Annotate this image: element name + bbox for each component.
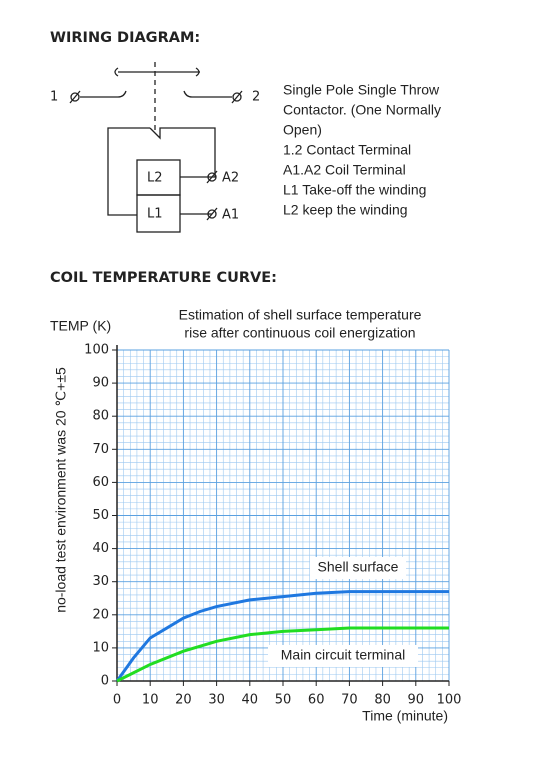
terminal xyxy=(207,172,217,182)
legend-label: Shell surface xyxy=(318,559,399,575)
description-line: L2 keep the winding xyxy=(283,202,408,218)
chart-title: rise after continuous coil energization xyxy=(184,325,415,341)
description-line: Single Pole Single Throw xyxy=(283,82,440,98)
label: 2 xyxy=(252,90,260,105)
description-line: Contactor. (One Normally xyxy=(283,102,441,118)
terminal xyxy=(232,92,242,102)
y-tick-label: 100 xyxy=(84,343,109,358)
y-tick-label: 0 xyxy=(101,674,109,689)
wiring-diagram: 1 2 L2 L1 A2 A1 xyxy=(50,62,260,233)
description-line: 1.2 Contact Terminal xyxy=(283,142,411,158)
y-tick-label: 80 xyxy=(92,409,109,424)
heading: WIRING DIAGRAM: xyxy=(50,30,200,46)
y-tick-label: 20 xyxy=(92,607,109,622)
heading: COIL TEMPERATURE CURVE: xyxy=(50,270,277,286)
terminal xyxy=(206,207,218,221)
legend-box xyxy=(268,645,418,667)
description: Single Pole Single Throw Contactor. (One … xyxy=(283,82,441,218)
x-tick-label: 70 xyxy=(341,693,358,708)
y-axis-label: TEMP (K) xyxy=(50,318,111,334)
y-tick-label: 90 xyxy=(92,376,109,391)
x-tick-label: 30 xyxy=(208,693,225,708)
label: L2 xyxy=(147,171,163,186)
terminal xyxy=(207,209,217,219)
description-line: A1.A2 Coil Terminal xyxy=(283,162,406,178)
x-tick-label: 90 xyxy=(408,693,425,708)
legend-box xyxy=(310,557,406,579)
y-tick-label: 50 xyxy=(92,508,109,523)
side-note: no-load test environment was 20 ℃+±5 xyxy=(53,367,69,613)
x-tick-label: 80 xyxy=(374,693,391,708)
description-line: L1 Take-off the winding xyxy=(283,182,426,198)
contact-bar xyxy=(114,67,200,77)
chart: Estimation of shell surface temperature r… xyxy=(50,307,461,724)
terminal xyxy=(70,92,80,102)
line-series xyxy=(115,590,449,682)
label: 1 xyxy=(50,90,58,105)
terminal xyxy=(69,90,81,104)
label: A2 xyxy=(222,171,239,186)
x-tick-label: 100 xyxy=(437,693,462,708)
y-tick-label: 60 xyxy=(92,475,109,490)
x-tick-label: 0 xyxy=(113,693,121,708)
legend-label: Main circuit terminal xyxy=(281,647,405,663)
wires xyxy=(107,127,216,216)
y-tick-label: 40 xyxy=(92,541,109,556)
y-tick-label: 70 xyxy=(92,442,109,457)
label: L1 xyxy=(147,207,163,222)
terminal xyxy=(231,90,243,104)
label: A1 xyxy=(222,208,239,223)
x-tick-label: 20 xyxy=(175,693,192,708)
x-tick-label: 10 xyxy=(142,693,159,708)
y-tick-label: 10 xyxy=(92,640,109,655)
description-line: Open) xyxy=(283,122,322,138)
y-tick-label: 30 xyxy=(92,574,109,589)
line-series xyxy=(116,626,449,683)
chart-title: Estimation of shell surface temperature xyxy=(179,307,422,323)
x-axis-label: Time (minute) xyxy=(362,708,448,724)
contacts xyxy=(80,90,232,98)
coil-box xyxy=(136,194,181,233)
terminal xyxy=(206,170,218,184)
x-tick-label: 50 xyxy=(275,693,292,708)
x-tick-label: 40 xyxy=(242,693,259,708)
x-tick-label: 60 xyxy=(308,693,325,708)
